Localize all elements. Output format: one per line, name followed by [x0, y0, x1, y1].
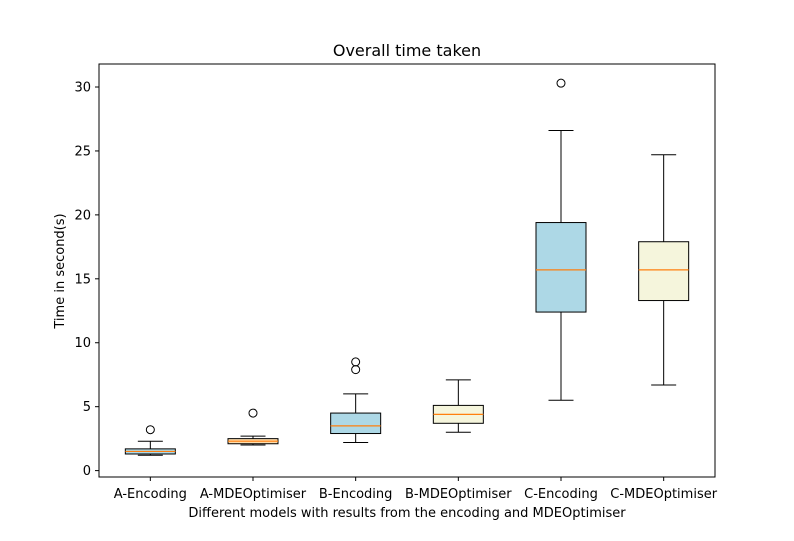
y-tick-label: 0	[83, 464, 91, 479]
x-axis-label: Different models with results from the e…	[188, 506, 626, 521]
box-c-encoding	[535, 222, 587, 313]
x-tick-label-c-encoding: C-Encoding	[524, 487, 598, 502]
x-tick-label-a-mdeoptimiser: A-MDEOptimiser	[200, 487, 307, 502]
y-tick-label: 30	[74, 81, 91, 96]
x-tick-label-a-encoding: A-Encoding	[114, 487, 187, 502]
axes-frame	[98, 63, 716, 478]
y-axis-label: Time in second(s)	[53, 213, 68, 329]
plot-area: 0 5 10 15 20 25 30 A-Encoding A-MDEOptimiser B-En…	[74, 63, 718, 502]
box-b-encoding	[330, 412, 382, 435]
y-tick-label: 25	[74, 144, 91, 159]
box-c-mdeoptimiser	[638, 241, 690, 302]
outlier-a-encoding	[145, 425, 155, 435]
y-tick-label: 5	[83, 400, 91, 415]
outlier-b-encoding	[351, 357, 361, 367]
chart-title: Overall time taken	[333, 41, 481, 60]
x-tick-label-c-mdeoptimiser: C-MDEOptimiser	[610, 487, 717, 502]
x-tick-label-b-encoding: B-Encoding	[319, 487, 393, 502]
outlier-c-encoding	[556, 78, 566, 88]
y-tick-label: 15	[74, 272, 91, 287]
y-tick-label: 20	[74, 208, 91, 223]
x-tick-label-b-mdeoptimiser: B-MDEOptimiser	[405, 487, 512, 502]
y-tick-label: 10	[74, 336, 91, 351]
outlier-b-encoding	[351, 365, 361, 375]
outlier-a-mdeoptimiser	[248, 408, 258, 418]
